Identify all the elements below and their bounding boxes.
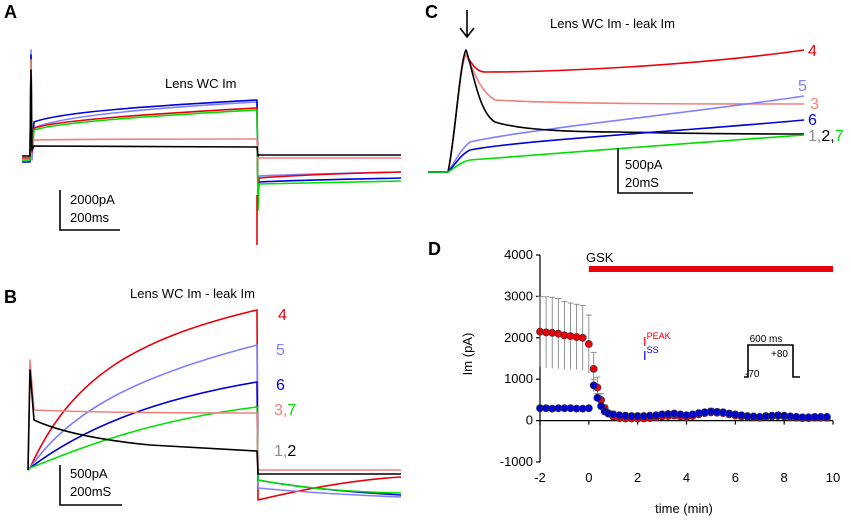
panel-b-trace-1-2 xyxy=(27,369,401,475)
panel-a: A Lens WC Im 2000pA 200ms xyxy=(4,2,402,245)
panel-a-trace-lightblue xyxy=(22,49,402,201)
y-tick-label: 2000 xyxy=(504,330,533,345)
panel-c-label-1-2-7: 1,2,7 xyxy=(808,128,844,145)
panel-c-scale-bar: 500pA 20mS xyxy=(617,148,693,194)
panel-b-label-1-2: 1,2 xyxy=(274,443,296,460)
panel-c-trace-1-2 xyxy=(428,49,805,173)
panel-d-points xyxy=(536,327,831,423)
x-tick-label: 4 xyxy=(683,470,690,485)
panel-a-scale-time: 200ms xyxy=(70,210,110,225)
panel-c-label-7: 7 xyxy=(835,128,844,145)
panel-c-label-5: 5 xyxy=(798,78,807,95)
panel-c-title: Lens WC Im - leak Im xyxy=(550,16,675,31)
panel-b-trace-7 xyxy=(27,406,402,494)
panel-c-scale-time: 20mS xyxy=(625,175,659,190)
y-tick-label: 4000 xyxy=(504,247,533,262)
panel-b-trace-5 xyxy=(27,344,402,498)
data-point-ss xyxy=(597,402,605,411)
panel-a-label: A xyxy=(4,2,17,22)
x-tick-label: 6 xyxy=(732,470,739,485)
legend-peak: IPEAK xyxy=(643,331,671,349)
legend-peak-base: I xyxy=(643,334,647,349)
panel-a-trace-blue xyxy=(22,54,402,206)
panel-a-scale-bar: 2000pA 200ms xyxy=(59,190,120,231)
panel-b-label-4: 4 xyxy=(278,307,287,324)
y-axis-label: Im (pA) xyxy=(460,333,475,376)
x-tick-label: 10 xyxy=(826,470,840,485)
panel-b-label: B xyxy=(4,287,17,307)
x-tick-label: 8 xyxy=(781,470,788,485)
legend-ss: ISS xyxy=(643,345,659,363)
legend-ss-base: I xyxy=(643,348,647,363)
panel-b-scale-current: 500pA xyxy=(70,466,108,481)
legend-ss-sup: SS xyxy=(647,345,659,355)
data-point-peak xyxy=(589,364,598,373)
panel-c-label-sep-a: , xyxy=(817,128,821,145)
panel-c-label-sep-b: , xyxy=(830,128,834,145)
y-tick-label: 3000 xyxy=(504,288,533,303)
panel-a-trace-black xyxy=(22,69,401,157)
protocol-inset: 600 ms +80 -70 xyxy=(744,334,800,380)
panel-d-axes: -1000 0 1000 2000 3000 4000 -2 0 2 4 6 8 10 xyxy=(500,247,840,485)
panel-c-scale-current: 500pA xyxy=(625,157,663,172)
panel-c-traces xyxy=(428,49,805,173)
panel-c-trace-6 xyxy=(428,119,805,173)
data-point-ss xyxy=(584,404,593,413)
x-axis-label: time (min) xyxy=(655,501,713,516)
protocol-step: +80 xyxy=(771,349,788,360)
data-point-peak xyxy=(584,340,593,348)
legend-peak-sup: PEAK xyxy=(647,331,671,341)
data-point-ss xyxy=(593,393,602,402)
x-tick-label: 0 xyxy=(585,470,592,485)
panel-c-trace-5 xyxy=(428,95,805,173)
panel-a-trace-red xyxy=(22,59,402,201)
panel-b-label-6: 6 xyxy=(276,377,285,394)
drug-application-bar xyxy=(588,266,833,272)
y-tick-label: 1000 xyxy=(504,371,533,386)
panel-b-label-3-7: 3,7 xyxy=(274,402,296,419)
panel-b-scale-bar: 500pA 200mS xyxy=(59,465,122,506)
panel-b-label-7: 7 xyxy=(287,402,296,419)
panel-b-scale-time: 200mS xyxy=(70,484,112,499)
panel-b-title: Lens WC Im - leak Im xyxy=(130,286,255,301)
panel-c-trace-4 xyxy=(428,49,805,173)
protocol-hold: -70 xyxy=(745,369,760,380)
panel-b-label-3: 3 xyxy=(274,402,283,419)
panel-c: C Lens WC Im - leak Im 4 5 3 6 1,2,7 500… xyxy=(425,2,844,194)
panel-b-label-1: 1 xyxy=(274,443,283,460)
panel-c-label-1: 1 xyxy=(808,128,817,145)
panel-d-label: D xyxy=(428,239,441,259)
panel-c-label-2: 2 xyxy=(821,128,830,145)
panel-a-trace-green xyxy=(22,59,402,211)
panel-d: D GSK -1000 0 1000 2000 3000 4000 -2 0 2 4 6 8 10 Im… xyxy=(428,239,840,516)
panel-b-label-5: 5 xyxy=(276,342,285,359)
panel-c-arrow xyxy=(459,10,475,39)
x-tick-label: -2 xyxy=(534,470,546,485)
panel-c-label: C xyxy=(425,2,438,22)
panel-c-label-3: 3 xyxy=(810,96,819,113)
panel-b-label-sep-a: , xyxy=(283,402,287,419)
panel-b-traces xyxy=(27,309,402,501)
protocol-duration: 600 ms xyxy=(750,334,783,345)
data-point-peak xyxy=(578,333,587,342)
x-tick-label: 2 xyxy=(634,470,641,485)
y-tick-label: -1000 xyxy=(500,454,533,469)
panel-a-scale-current: 2000pA xyxy=(70,192,115,207)
panel-a-traces xyxy=(22,49,402,245)
panel-b-trace-3 xyxy=(27,359,401,471)
drug-label: GSK xyxy=(586,250,614,265)
panel-b-label-sep-b: , xyxy=(283,443,287,460)
panel-b-trace-4 xyxy=(27,309,402,501)
panel-b: B Lens WC Im - leak Im 4 5 6 3,7 1,2 500… xyxy=(4,286,402,506)
panel-b-label-2: 2 xyxy=(287,443,296,460)
panel-a-title: Lens WC Im xyxy=(165,76,237,91)
panel-c-trace-7 xyxy=(428,134,805,173)
data-point-ss xyxy=(589,381,598,390)
data-point-ss xyxy=(822,412,831,421)
panel-c-label-6: 6 xyxy=(808,112,817,129)
y-tick-label: 0 xyxy=(526,413,533,428)
panel-a-trace-pink xyxy=(22,59,401,161)
panel-c-label-4: 4 xyxy=(808,43,817,60)
